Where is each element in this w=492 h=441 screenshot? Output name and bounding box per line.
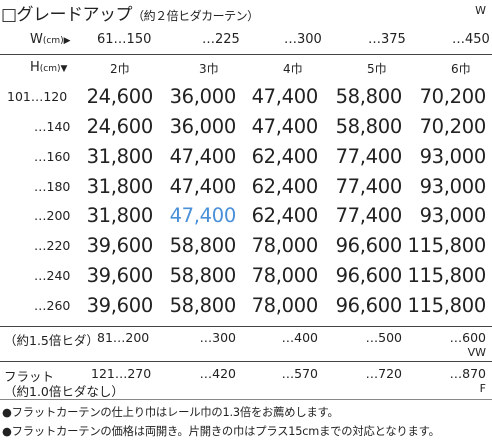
pleat15-label: （約1.5倍ヒダ） (4, 333, 99, 348)
note-1: ●フラットカーテンの仕上り巾はレール巾の1.3倍をお薦めします。 (2, 406, 339, 419)
h-letter: H (30, 60, 40, 75)
height-range-cell: …140 (34, 119, 71, 134)
panel-count-cell: 5巾 (367, 62, 387, 76)
price-cell: 47,400 (169, 204, 237, 227)
price-cell: 78,000 (251, 264, 319, 287)
flat-unit: F (479, 382, 486, 395)
price-cell: 31,800 (86, 145, 154, 168)
flat-width-cell: …720 (365, 366, 402, 381)
height-axis-label: H(cm)▼ (30, 60, 67, 75)
price-cell: 36,000 (169, 115, 237, 138)
price-cell: 96,600 (335, 294, 403, 317)
price-cell: 58,800 (335, 115, 403, 138)
title-sub: （約２倍ヒダカーテン） (132, 9, 259, 23)
price-cell: 31,800 (86, 204, 154, 227)
divider (0, 326, 492, 327)
price-cell: 96,600 (335, 264, 403, 287)
pleat15-width-cell: …500 (365, 330, 402, 345)
pleat15-width-cell: 81…200 (97, 330, 150, 345)
pleat15-unit: VW (467, 346, 486, 359)
price-cell: 115,800 (407, 264, 486, 287)
w-letter: W (30, 32, 43, 47)
price-cell: 77,400 (335, 145, 403, 168)
price-cell: 70,200 (419, 85, 487, 108)
price-cell: 47,400 (169, 145, 237, 168)
flat-label-line2: （約1.0倍ヒダなし） (4, 384, 124, 399)
width-axis-label: W(cm)▶ (30, 32, 71, 47)
pleat15-width-cell: …600 (449, 330, 486, 345)
price-cell: 77,400 (335, 175, 403, 198)
price-cell: 62,400 (251, 175, 319, 198)
title-main: □グレードアップ (1, 5, 133, 25)
price-cell: 58,800 (335, 85, 403, 108)
price-cell: 115,800 (407, 294, 486, 317)
divider (0, 361, 492, 362)
price-cell: 36,000 (169, 85, 237, 108)
price-cell: 47,400 (251, 115, 319, 138)
down-arrow-icon: ▼ (60, 64, 68, 74)
height-range-cell: …240 (34, 268, 71, 283)
h-unit: (cm) (39, 64, 61, 74)
panel-count-cell: 4巾 (283, 62, 303, 76)
flat-width-cell: …570 (281, 366, 318, 381)
panel-count-cell: 6巾 (451, 62, 471, 76)
width-range-cell: 61…150 (97, 32, 152, 47)
divider (0, 399, 492, 400)
height-range-cell: …180 (34, 179, 71, 194)
price-cell: 58,800 (169, 294, 237, 317)
price-cell: 39,600 (86, 234, 154, 257)
height-range-cell: …160 (34, 149, 71, 164)
flat-width-cell: 121…270 (91, 366, 152, 381)
price-cell: 78,000 (251, 234, 319, 257)
price-cell: 58,800 (169, 234, 237, 257)
price-cell: 62,400 (251, 204, 319, 227)
right-arrow-icon: ▶ (63, 36, 71, 46)
pleat15-width-cell: …300 (199, 330, 236, 345)
price-cell: 77,400 (335, 204, 403, 227)
price-cell: 47,400 (251, 85, 319, 108)
panel-count-cell: 3巾 (199, 62, 219, 76)
width-range-cell: …300 (284, 32, 322, 47)
note-2: ●フラットカーテンの価格は両開き。片開きの巾はプラス15cmまでの対応となります… (2, 425, 440, 438)
width-range-cell: …375 (368, 32, 406, 47)
price-cell: 96,600 (335, 234, 403, 257)
price-cell: 24,600 (86, 85, 154, 108)
height-range-cell: …260 (34, 298, 71, 313)
price-cell: 115,800 (407, 234, 486, 257)
height-range-cell: 101…120 (7, 89, 68, 104)
width-corner-label: W (475, 4, 486, 17)
width-range-cell: …225 (202, 32, 240, 47)
price-cell: 70,200 (419, 115, 487, 138)
flat-width-cell: …420 (199, 366, 236, 381)
price-cell: 47,400 (169, 175, 237, 198)
height-range-cell: …220 (34, 238, 71, 253)
price-cell: 93,000 (419, 175, 487, 198)
price-cell: 93,000 (419, 145, 487, 168)
height-range-cell: …200 (34, 208, 71, 223)
price-cell: 58,800 (169, 264, 237, 287)
price-cell: 24,600 (86, 115, 154, 138)
width-range-cell: …450 (452, 32, 490, 47)
price-cell: 39,600 (86, 294, 154, 317)
flat-label-line1: フラット (4, 369, 55, 384)
divider (0, 54, 492, 55)
price-cell: 39,600 (86, 264, 154, 287)
panel-count-cell: 2巾 (110, 62, 130, 76)
page-title: □グレードアップ（約２倍ヒダカーテン） (1, 0, 259, 25)
flat-width-cell: …870 (449, 366, 486, 381)
price-cell: 78,000 (251, 294, 319, 317)
price-cell: 62,400 (251, 145, 319, 168)
w-unit: (cm) (42, 36, 64, 46)
pleat15-width-cell: …400 (281, 330, 318, 345)
price-cell: 31,800 (86, 175, 154, 198)
price-cell: 93,000 (419, 204, 487, 227)
